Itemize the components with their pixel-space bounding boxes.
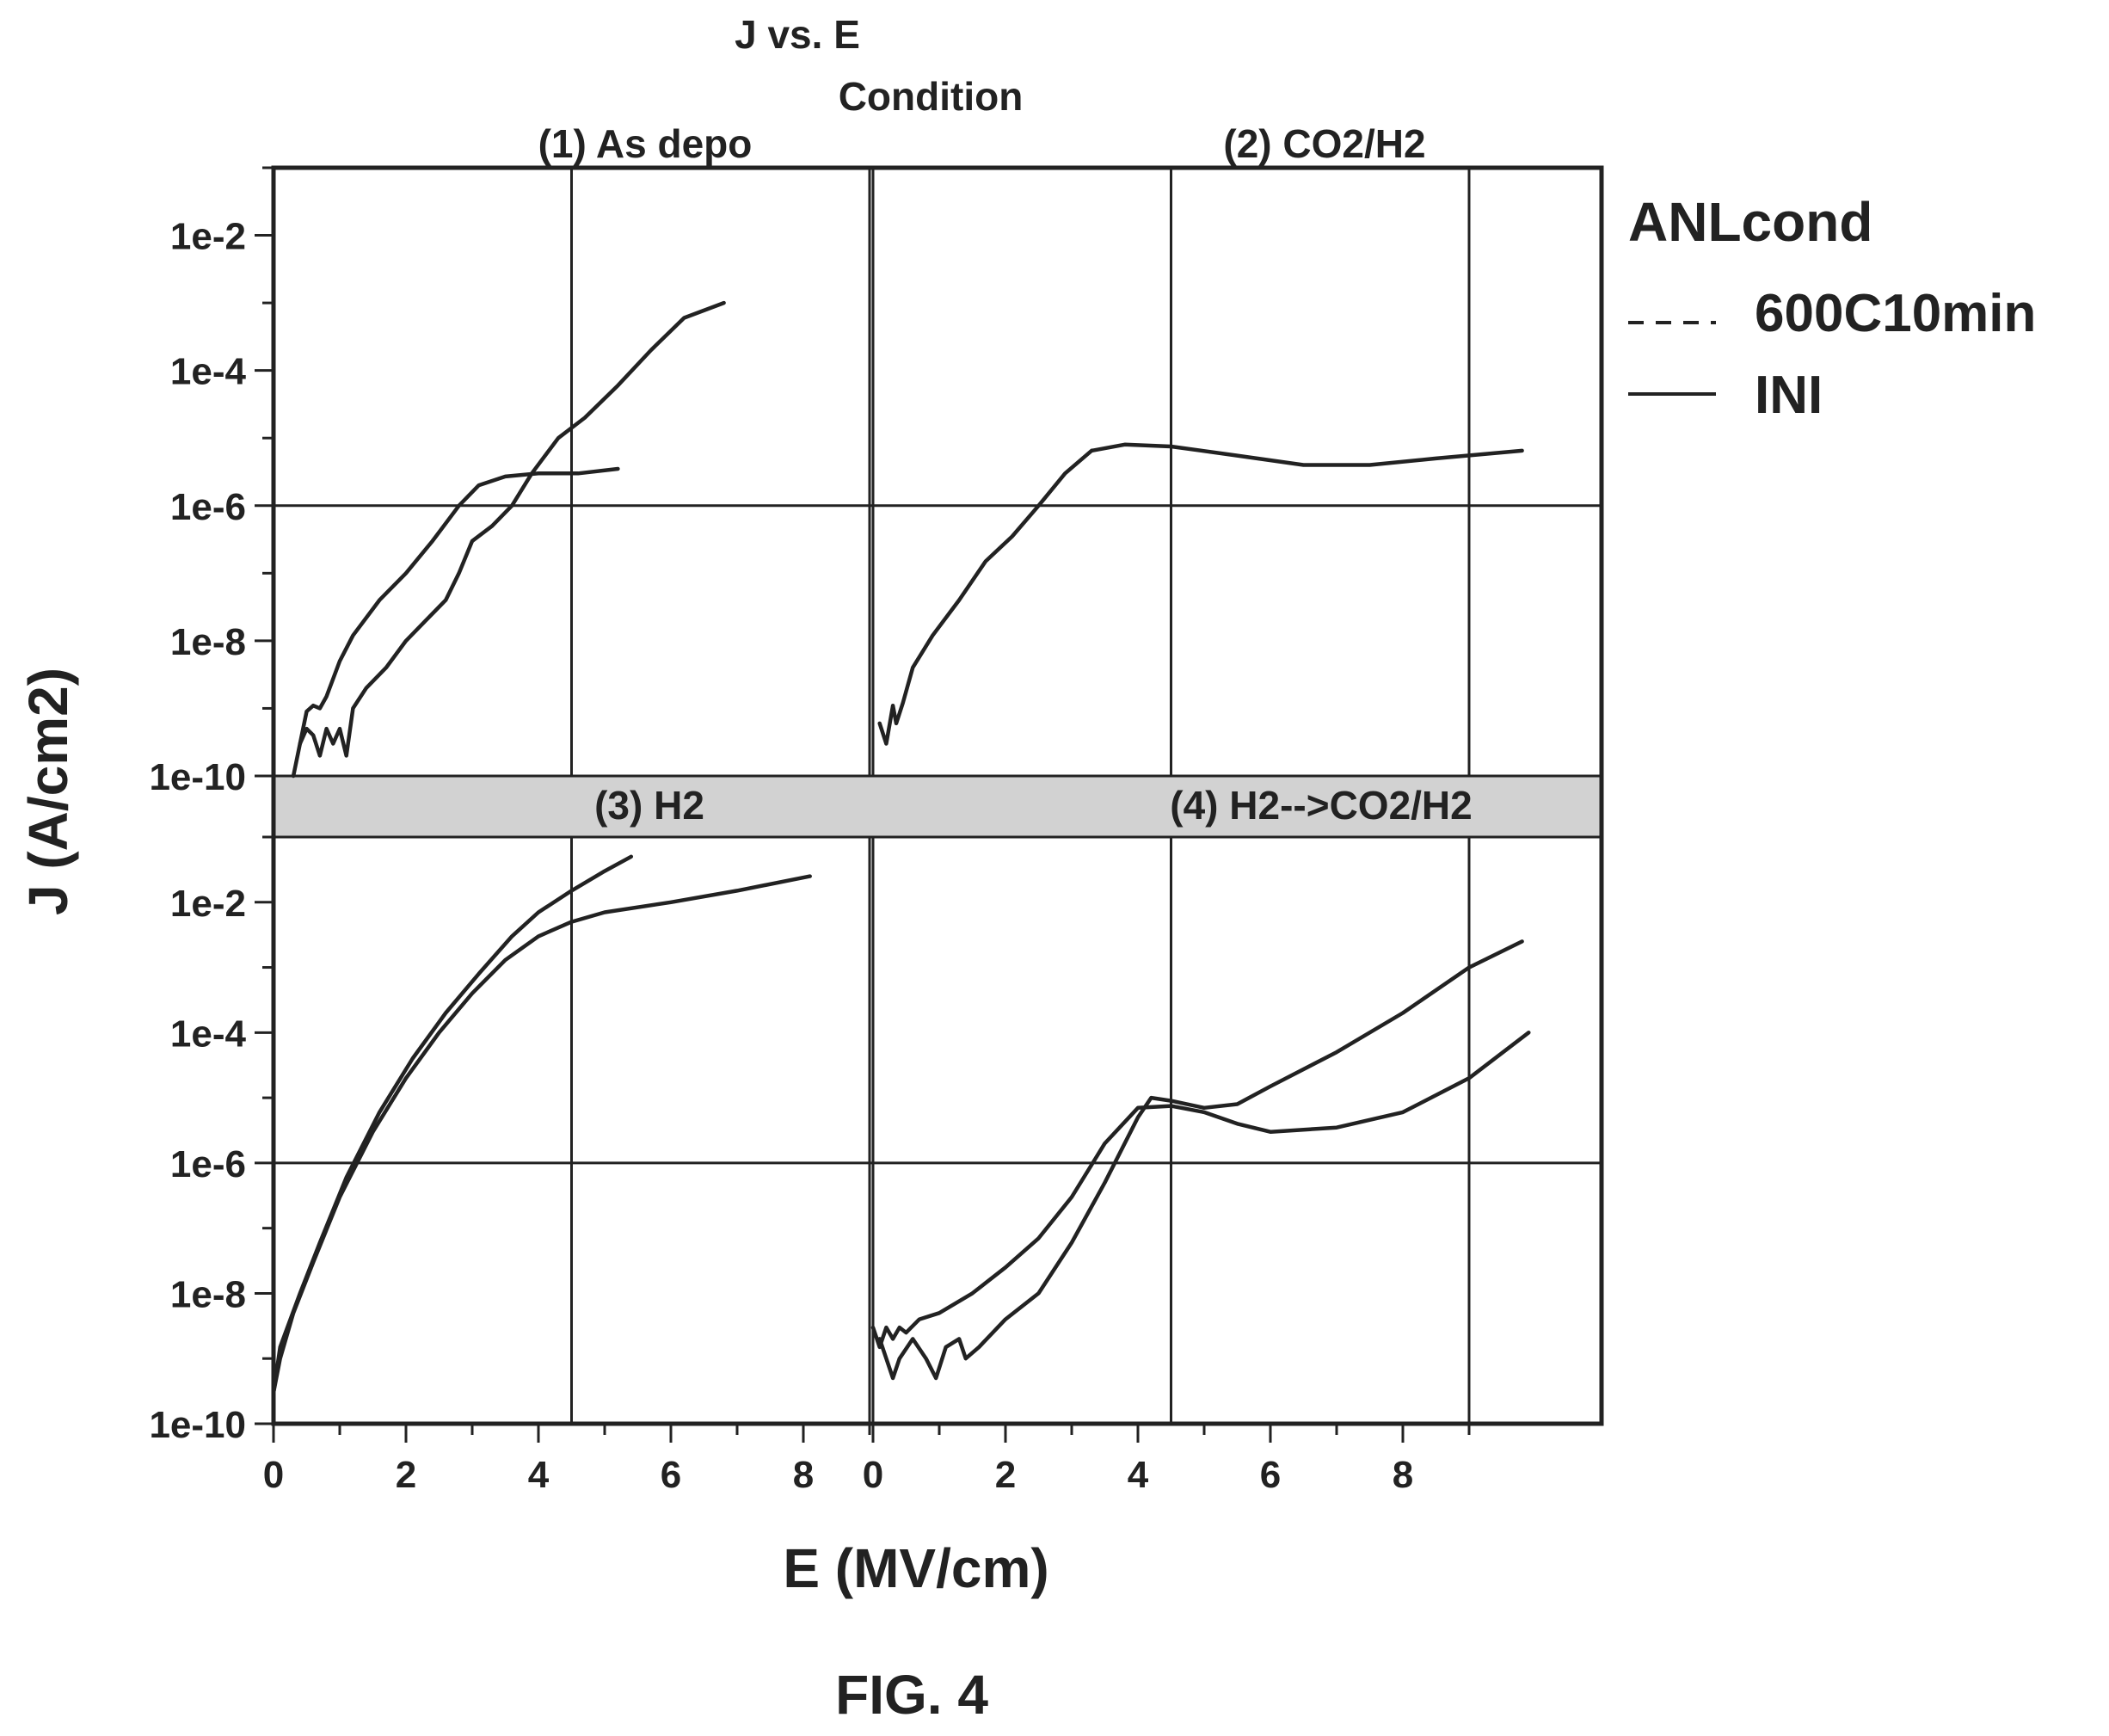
y-tick-label: 1e-10: [149, 756, 246, 798]
series-line-panel1-1: [291, 466, 620, 779]
series-line-panel3-1: [271, 874, 812, 1395]
series-line-panel4-1: [870, 1031, 1531, 1350]
y-tick-label: 1e-6: [170, 1143, 246, 1185]
x-tick-label: 4: [1128, 1454, 1149, 1496]
y-tick-label: 1e-8: [170, 1273, 246, 1315]
x-tick-label: 4: [528, 1454, 550, 1496]
plot-frame: [271, 165, 1604, 1426]
legend-title: ANLcond: [1628, 191, 1872, 253]
y-tick-label: 1e-2: [170, 883, 246, 925]
panel-label-band-fill: [272, 774, 1603, 839]
axis-ticks: 1e-10 1e-8 1e-6 1e-4 1e-2 1e-10 1e-8 1e-6 1e-4 1e…: [149, 166, 1471, 1496]
x-tick-label: 2: [995, 1454, 1016, 1496]
y-axis-label: J (A/cm2): [17, 668, 79, 915]
panel-label-2: (2) CO2/H2: [1223, 121, 1425, 166]
x-tick-label: 8: [793, 1454, 814, 1496]
series-line-panel4-2: [877, 939, 1524, 1381]
figure-label: FIG. 4: [835, 1664, 988, 1726]
series-line-panel3-2: [271, 854, 634, 1395]
facet-header: Condition: [839, 74, 1024, 119]
y-tick-label: 1e-8: [170, 621, 246, 663]
panel-label-1: (1) As depo: [538, 121, 753, 166]
series-line-panel2-1: [877, 442, 1524, 746]
y-tick-label: 1e-4: [170, 351, 247, 393]
panel-label-4: (4) H2-->CO2/H2: [1170, 783, 1472, 828]
grid-lines: [274, 168, 1602, 1424]
y-tick-label: 1e-4: [170, 1013, 247, 1055]
x-tick-label: 0: [863, 1454, 883, 1496]
x-tick-label: 2: [396, 1454, 416, 1496]
x-tick-label: 6: [1260, 1454, 1281, 1496]
x-tick-label: 0: [263, 1454, 284, 1496]
panel-label-3: (3) H2: [594, 783, 704, 828]
x-axis-label: E (MV/cm): [783, 1537, 1048, 1599]
y-tick-label: 1e-10: [149, 1404, 246, 1446]
outer-frame: [271, 165, 1604, 1426]
series-lines: [271, 300, 1531, 1395]
x-tick-label: 8: [1393, 1454, 1413, 1496]
chart-title: J vs. E: [735, 12, 860, 57]
series-line-panel1-2: [298, 300, 726, 758]
legend-label-ini: INI: [1755, 366, 1823, 425]
y-tick-label: 1e-2: [170, 216, 246, 258]
panel-label-band: [272, 774, 1603, 839]
x-tick-label: 6: [661, 1454, 681, 1496]
y-tick-label: 1e-6: [170, 486, 246, 528]
legend-label-600c10min: 600C10min: [1755, 284, 2036, 343]
